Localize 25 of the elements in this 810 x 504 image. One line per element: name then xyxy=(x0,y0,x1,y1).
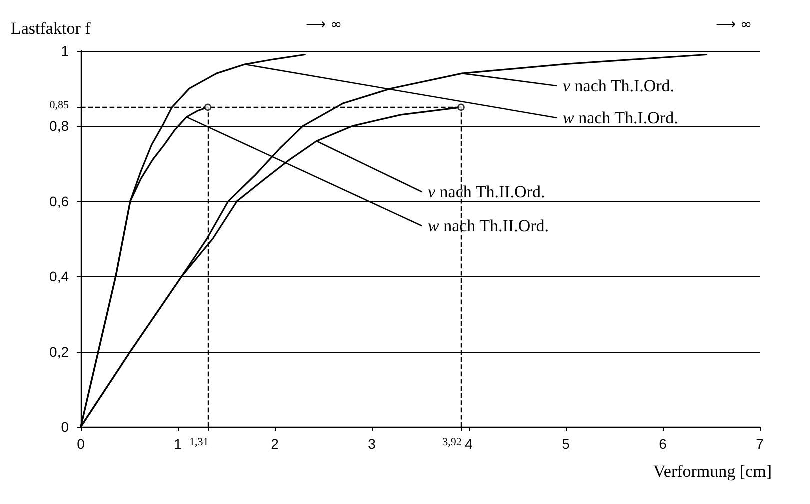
y-tick-label: 0,4 xyxy=(50,268,70,285)
x-tick-label: 7 xyxy=(756,436,764,452)
y-tick-label: 0,6 xyxy=(50,193,70,210)
y-tick-label: 0,85 xyxy=(50,99,70,112)
x-tick-label: 3 xyxy=(368,436,376,452)
annotation: w nach Th.I.Ord. xyxy=(563,108,678,128)
x-tick-label: 1,31 xyxy=(189,436,209,448)
x-tick-label: 5 xyxy=(562,436,570,452)
y-tick-label: 0,2 xyxy=(50,344,70,360)
text: ⟶ ∞ xyxy=(716,17,752,33)
y-tick-label: 0 xyxy=(61,419,70,435)
y-tick-label: 0,8 xyxy=(50,118,70,134)
x-tick-label: 2 xyxy=(271,436,280,452)
x-tick-label: 3,92 xyxy=(442,436,462,448)
x-tick-label: 0 xyxy=(77,436,86,452)
x-axis-title: Verformung [cm] xyxy=(654,462,772,481)
y-tick-label: 1 xyxy=(61,43,70,59)
x-tick-label: 1 xyxy=(174,436,182,452)
y-axis-title: Lastfaktor f xyxy=(11,19,92,38)
text: ⟶ ∞ xyxy=(306,17,342,33)
annotation: v nach Th.II.Ord. xyxy=(428,182,546,202)
annotation: w nach Th.II.Ord. xyxy=(428,216,550,236)
x-tick-label: 6 xyxy=(659,436,668,452)
x-tick-label: 4 xyxy=(465,436,474,452)
annotation: v nach Th.I.Ord. xyxy=(563,76,675,96)
